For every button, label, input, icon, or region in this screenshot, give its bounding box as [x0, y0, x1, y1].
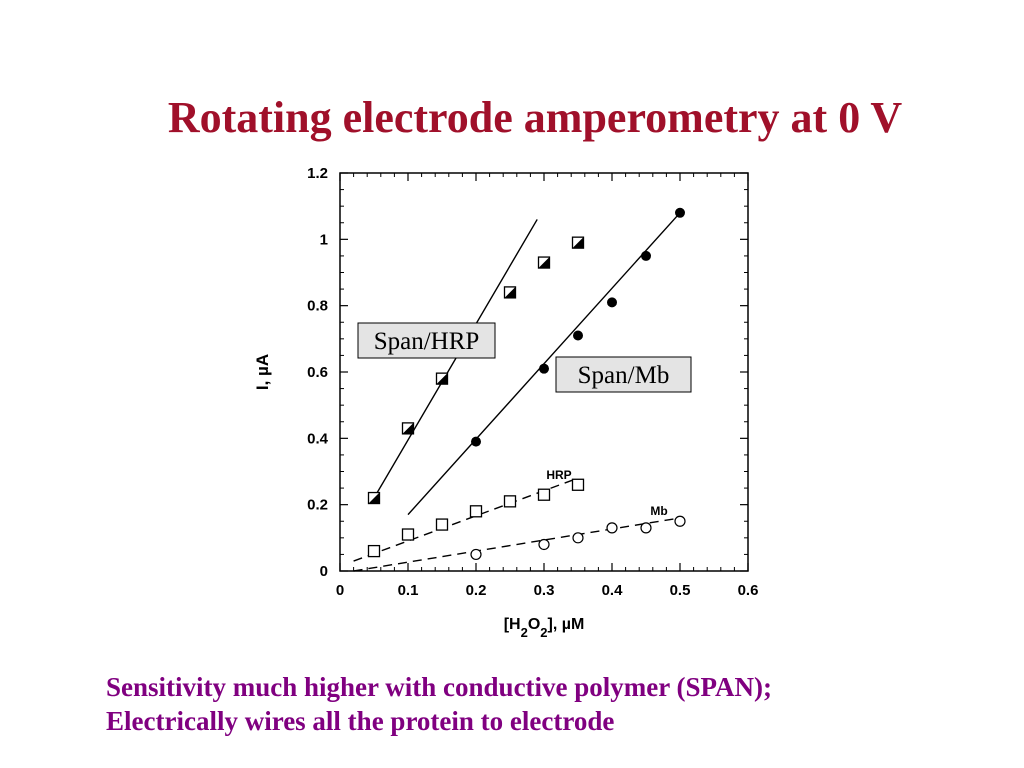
label-hrp: HRP — [546, 468, 571, 482]
point-span-mb — [675, 207, 685, 218]
point-span-mb — [539, 363, 549, 374]
caption: Sensitivity much higher with conductive … — [106, 670, 772, 738]
marker-fill — [402, 422, 414, 434]
x-tick-label: 0.5 — [670, 582, 691, 599]
point-span-mb — [607, 297, 617, 308]
point-span-hrp — [537, 256, 551, 269]
point-span-hrp — [571, 236, 585, 249]
fit-line-mb — [353, 517, 681, 572]
y-tick-label: 1 — [320, 231, 328, 248]
point-hrp — [537, 488, 551, 501]
marker-fill — [538, 257, 550, 269]
point-mb — [538, 538, 550, 551]
x-tick-label: 0 — [336, 582, 344, 599]
annotations: Span/HRP Span/Mb HRP Mb — [357, 322, 692, 518]
caption-line-1: Sensitivity much higher with conductive … — [106, 672, 772, 702]
point-hrp — [571, 478, 585, 491]
point-span-hrp — [401, 422, 415, 435]
marker-fill — [436, 373, 448, 385]
marker-fill — [368, 492, 380, 504]
point-hrp — [367, 544, 381, 558]
label-span-mb: Span/Mb — [578, 362, 670, 389]
label-box-bg — [357, 322, 496, 359]
label-box-span-hrp: Span/HRP — [357, 322, 496, 359]
point-hrp — [503, 495, 517, 508]
slide-title: Rotating electrode amperometry at 0 V — [167, 93, 903, 142]
y-tick-label: 0 — [320, 563, 328, 580]
fit-line-span-hrp — [373, 219, 538, 499]
label-box-bg — [555, 356, 692, 393]
point-mb — [470, 548, 482, 561]
x-axis-label: [H2O2], µM — [504, 616, 585, 640]
y-tick-label: 0.4 — [307, 430, 329, 447]
axis-labels: [H2O2], µM I, µA — [253, 354, 584, 640]
point-hrp — [469, 505, 483, 518]
point-span-hrp — [503, 286, 517, 299]
x-tick-label: 0.1 — [398, 582, 419, 599]
marker-fill — [572, 237, 584, 249]
x-tick-label: 0.4 — [602, 582, 624, 599]
marker-fill — [504, 286, 516, 298]
y-tick-label: 0.6 — [307, 364, 328, 381]
axes: 0 0.1 0.2 0.3 0.4 0.5 0.6 0 0.2 0.4 0.6 0.8 1 1.2 — [307, 165, 758, 599]
point-span-hrp — [435, 372, 449, 385]
x-tick-label: 0.2 — [466, 582, 487, 599]
caption-line-2: Electrically wires all the protein to el… — [106, 706, 615, 736]
point-mb — [606, 522, 618, 534]
x-tick-label: 0.3 — [534, 582, 555, 599]
y-tick-label: 0.8 — [307, 298, 328, 315]
y-tick-label: 0.2 — [307, 497, 328, 514]
point-hrp — [435, 518, 449, 531]
label-mb: Mb — [650, 504, 667, 518]
point-span-mb — [471, 436, 481, 447]
point-span-mb — [641, 250, 651, 261]
x-tick-label: 0.6 — [738, 582, 759, 599]
label-span-hrp: Span/HRP — [374, 328, 480, 355]
data-points — [367, 207, 686, 561]
y-tick-label: 1.2 — [307, 165, 328, 182]
point-mb — [640, 522, 652, 534]
label-box-span-mb: Span/Mb — [555, 356, 692, 393]
point-mb — [572, 532, 584, 544]
point-span-hrp — [367, 491, 381, 505]
y-axis-label: I, µA — [253, 354, 272, 390]
point-hrp — [401, 528, 415, 541]
point-span-mb — [573, 330, 583, 341]
point-mb — [674, 515, 686, 527]
